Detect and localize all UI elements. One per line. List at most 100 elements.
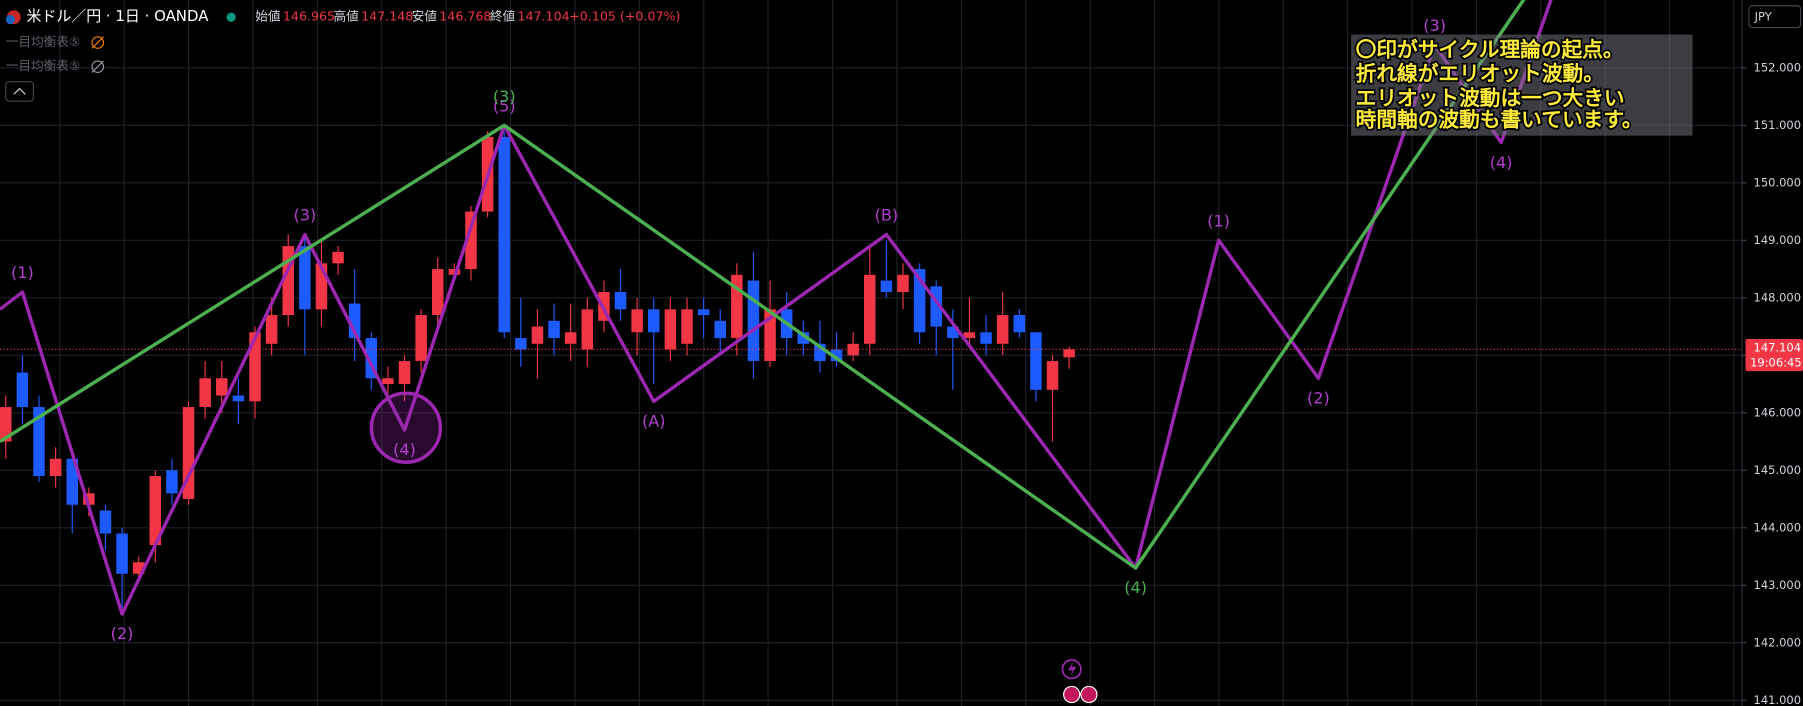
candle-body: [1030, 332, 1042, 390]
candle-body: [897, 274, 909, 293]
candle-body: [830, 349, 843, 362]
ohlc-label: 終値: [490, 9, 516, 24]
hide-icon: [91, 36, 104, 49]
annotation-line: 折れ線がエリオット波動。: [1356, 62, 1604, 86]
y-tick-label: 144.000: [1754, 520, 1802, 534]
wave-line: [0, 0, 1526, 570]
candle-body: [83, 493, 95, 505]
ohlc-value: 146.768: [439, 9, 491, 24]
ohlc-label: 始値: [255, 9, 281, 24]
event-icon[interactable]: [1080, 685, 1098, 704]
y-tick-label: 152.000: [1754, 60, 1802, 74]
candle-body: [548, 320, 560, 339]
candle-body: [913, 269, 926, 333]
candle-body: [880, 280, 893, 293]
candle-body: [1046, 361, 1059, 390]
price-tag-label: 147.104: [1754, 341, 1802, 355]
wave-label: (3): [1423, 16, 1446, 35]
candle-body: [614, 292, 627, 310]
annotation-line: 時間軸の波動も書いています。: [1356, 108, 1643, 132]
candle-body: [149, 476, 162, 546]
market-status: [226, 12, 236, 22]
symbol[interactable]: 米ドル／円 · 1日 · OANDA: [26, 7, 209, 25]
y-tick-label: 143.000: [1754, 578, 1802, 592]
annotation: 〇印がサイクル理論の起点。 折れ線がエリオット波動。 エリオット波動は一つ大きい…: [1354, 36, 1644, 134]
price-axis-labels: 141.000 142.000 143.000 144.000 145.000 146.0…: [1742, 60, 1803, 706]
y-tick-label: 141.000: [1754, 693, 1802, 706]
ohlc-value: 147.104: [517, 9, 569, 24]
annotation-line: エリオット波動は一つ大きい: [1356, 86, 1625, 110]
change: +0.105 (+0.07%): [569, 9, 680, 24]
candle-body: [182, 407, 195, 500]
candle-body: [980, 332, 992, 344]
wave-label: (3): [493, 87, 516, 106]
candle-body: [1013, 315, 1026, 333]
currency[interactable]: JPY: [1754, 10, 1773, 24]
candle-body: [697, 309, 710, 316]
candle-body: [265, 315, 278, 344]
hide-icon[interactable]: [91, 60, 105, 74]
candle-body: [66, 458, 78, 505]
candle-body: [664, 309, 677, 350]
indicator[interactable]: 一目均衡表⑤: [6, 34, 80, 49]
hide-icon[interactable]: [91, 36, 105, 49]
wave-label: (1): [1207, 211, 1230, 230]
y-tick-label: 151.000: [1754, 118, 1802, 132]
candle-body: [465, 211, 477, 270]
wave-label: (3): [293, 206, 316, 225]
candle-body: [814, 343, 826, 362]
candle-body: [166, 470, 178, 494]
candle-body: [498, 136, 510, 333]
candle-body: [232, 395, 245, 402]
candle-body: [299, 246, 311, 310]
candle-body: [930, 286, 942, 327]
candle-body: [564, 332, 577, 344]
candle-body: [864, 274, 876, 344]
y-tick-label: 148.000: [1754, 290, 1802, 304]
wave-label: (A): [642, 411, 666, 430]
currency-button[interactable]: [1748, 5, 1802, 29]
candles: [0, 131, 1743, 609]
candle-body: [249, 332, 261, 402]
candle-body: [448, 269, 461, 275]
candle-body: [282, 246, 294, 316]
candle-body: [648, 309, 660, 333]
ohlc-label: 高値: [333, 9, 359, 24]
candle-body: [747, 280, 760, 362]
candle-body: [996, 315, 1009, 344]
y-tick-label: 149.000: [1754, 233, 1802, 247]
flag-icon: [5, 14, 15, 25]
candle-body: [963, 332, 976, 339]
hide-icon: [91, 60, 104, 73]
candle-body: [116, 533, 128, 574]
ohlc-label: 安値: [412, 9, 438, 24]
candle-body: [16, 372, 29, 408]
candle-body: [581, 309, 594, 350]
price-tag: [1745, 338, 1803, 372]
candle-body: [681, 309, 693, 344]
y-tick-label: 146.000: [1754, 405, 1802, 419]
candle-body: [199, 378, 211, 408]
event-icon[interactable]: [1063, 685, 1081, 704]
collapse-icon: [13, 87, 26, 95]
candle-body: [1063, 349, 1075, 358]
annotation-box: [1351, 34, 1693, 136]
candle-body: [631, 309, 643, 333]
cycle-circle: [369, 391, 443, 464]
candle-body: [216, 378, 228, 396]
candle-body: [99, 510, 112, 534]
wave-label: (5): [493, 96, 516, 115]
wave-label: (4): [1490, 153, 1513, 172]
indicator[interactable]: 一目均衡表⑤: [6, 58, 80, 73]
candle-body: [432, 269, 444, 316]
candle-body: [332, 251, 344, 264]
collapse-button[interactable]: [5, 81, 34, 102]
candle-body: [348, 303, 361, 339]
candle-body: [382, 378, 394, 385]
candle-body: [714, 320, 726, 339]
wave-label: (2): [111, 624, 134, 643]
candle-body: [132, 562, 145, 574]
wave-label: (2): [1307, 388, 1330, 407]
event-icon: [1068, 662, 1077, 677]
